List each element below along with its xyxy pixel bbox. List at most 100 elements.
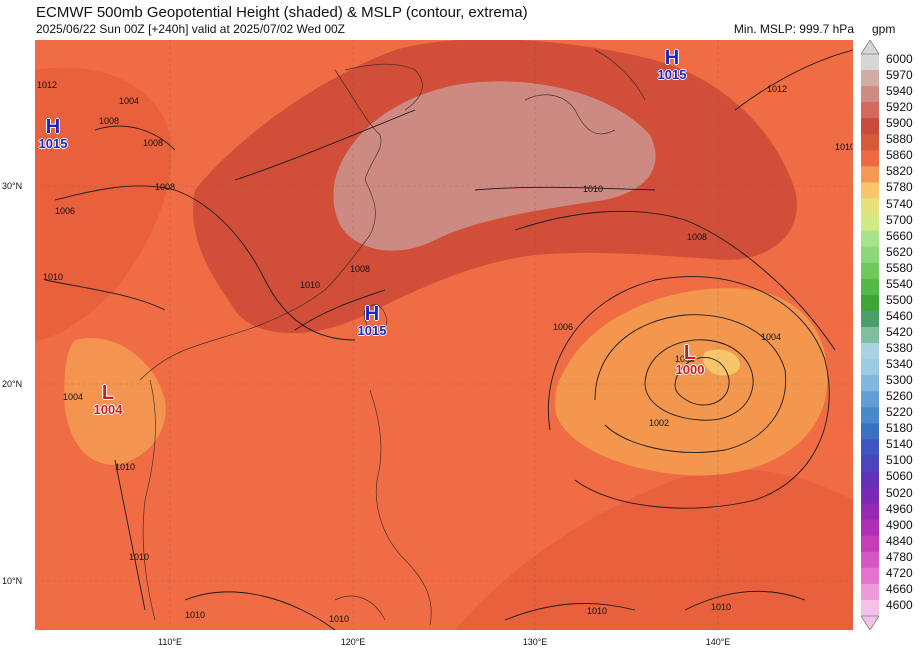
contour-label: 1008 (143, 138, 163, 148)
colorbar-label: 5460 (886, 308, 913, 323)
colorbar-cell (861, 214, 879, 232)
colorbar-cell (861, 455, 879, 472)
contour-label: 1008 (99, 116, 119, 126)
colorbar-cell (861, 134, 879, 151)
contour-label: 1010 (835, 142, 853, 152)
colorbar-label: 5740 (886, 196, 913, 211)
high-pressure-marker: H 1015 (658, 48, 687, 81)
lat-label: 10°N (2, 576, 23, 586)
colorbar-cell (861, 166, 879, 183)
colorbar-label: 4660 (886, 581, 913, 596)
lon-label: 110°E (158, 637, 182, 647)
low-value: 1004 (93, 402, 123, 417)
colorbar-label: 5660 (886, 228, 913, 243)
colorbar-cell (861, 262, 879, 280)
colorbar-label: 5260 (886, 389, 913, 404)
colorbar-cell (861, 423, 879, 440)
colorbar-cell (861, 294, 879, 312)
colorbar-cell (861, 70, 879, 87)
colorbar-label: 5820 (886, 164, 913, 179)
colorbar-cell (861, 310, 879, 328)
colorbar-cell (861, 198, 879, 216)
colorbar-cell (861, 343, 879, 360)
contour-label: 1012 (767, 84, 787, 94)
high-value: 1015 (357, 323, 387, 338)
colorbar-cell (861, 599, 879, 617)
colorbar-cell (861, 230, 879, 248)
contour-label: 1010 (300, 280, 320, 290)
min-mslp-readout: Min. MSLP: 999.7 hPa (733, 22, 854, 36)
low-symbol: L (101, 382, 115, 404)
colorbar-label: 5580 (886, 260, 913, 275)
colorbar-label: 5920 (886, 100, 913, 115)
contour-label: 1012 (37, 80, 57, 90)
colorbar-cell (861, 391, 879, 408)
colorbar-label: 5860 (886, 148, 913, 163)
colorbar-cell (861, 487, 879, 505)
colorbar-cell (861, 503, 879, 521)
colorbar-label: 4780 (886, 549, 913, 564)
colorbar-label: 4720 (886, 565, 913, 580)
colorbar-top-cap (861, 40, 879, 55)
contour-label: 1008 (350, 264, 370, 274)
colorbar-label: 4600 (886, 597, 913, 612)
colorbar-label: 5780 (886, 180, 913, 195)
high-symbol: H (364, 303, 380, 325)
map-title: ECMWF 500mb Geopotential Height (shaded)… (36, 4, 528, 21)
colorbar-label: 4960 (886, 501, 913, 516)
height-shade-5780 (703, 349, 740, 376)
colorbar-cell (861, 118, 879, 135)
high-symbol: H (45, 116, 61, 138)
contour-label: 1004 (761, 332, 781, 342)
high-value: 1015 (38, 136, 68, 151)
colorbar-cell (861, 407, 879, 424)
contour-label: 1010 (329, 614, 349, 624)
height-shade-5820-east (555, 288, 828, 476)
contour-label-group: 1012 1004 1008 1008 1008 1006 1010 1010 … (37, 80, 853, 624)
high-value: 1015 (657, 67, 687, 82)
colorbar-label: 5300 (886, 373, 913, 388)
lon-label: 120°E (340, 637, 366, 647)
colorbar-label: 5380 (886, 341, 913, 356)
colorbar-label: 5700 (886, 212, 913, 227)
valid-time: 2025/06/22 Sun 00Z [+240h] valid at 2025… (36, 22, 346, 36)
colorbar-cell (861, 583, 879, 601)
low-symbol: L (683, 342, 697, 364)
colorbar-label: 5500 (886, 292, 913, 307)
low-pressure-marker: L 1004 (94, 383, 123, 416)
colorbar-label: 5220 (886, 405, 913, 420)
colorbar-label: 6000 (886, 52, 913, 66)
contour-label: 1006 (55, 206, 75, 216)
contour-label: 1004 (119, 96, 139, 106)
colorbar-label: 5880 (886, 132, 913, 147)
colorbar-label: 5540 (886, 276, 913, 291)
colorbar-cell (861, 551, 879, 569)
contour-label: 1008 (687, 232, 707, 242)
mslp-contours (44, 49, 853, 630)
contour-label: 1008 (155, 182, 175, 192)
low-value: 1000 (675, 362, 705, 377)
contour-label: 1010 (115, 462, 135, 472)
height-shade-5820-west (64, 338, 166, 465)
high-pressure-marker: H 1015 (358, 304, 387, 337)
lon-label: 130°E (522, 637, 548, 647)
contour-label: 1010 (129, 552, 149, 562)
forecast-map: 1012 1004 1008 1008 1008 1006 1010 1010 … (35, 40, 853, 630)
colorbar-label: 5060 (886, 469, 913, 484)
colorbar-cell (861, 375, 879, 392)
colorbar-bottom-cap (861, 615, 879, 630)
lat-label: 30°N (2, 181, 23, 191)
colorbar-label: 5140 (886, 437, 913, 452)
colorbar (861, 40, 879, 630)
colorbar-label: 5620 (886, 244, 913, 259)
colorbar-cell (861, 278, 879, 296)
colorbar-cell (861, 102, 879, 119)
colorbar-cell (861, 86, 879, 103)
low-pressure-marker: L 1000 (676, 343, 705, 376)
colorbar-label: 5180 (886, 421, 913, 436)
colorbar-cell (861, 567, 879, 585)
colorbar-cell (861, 535, 879, 553)
contour-label: 1006 (553, 322, 573, 332)
contour-label: 1002 (649, 418, 669, 428)
colorbar-cell (861, 182, 879, 200)
